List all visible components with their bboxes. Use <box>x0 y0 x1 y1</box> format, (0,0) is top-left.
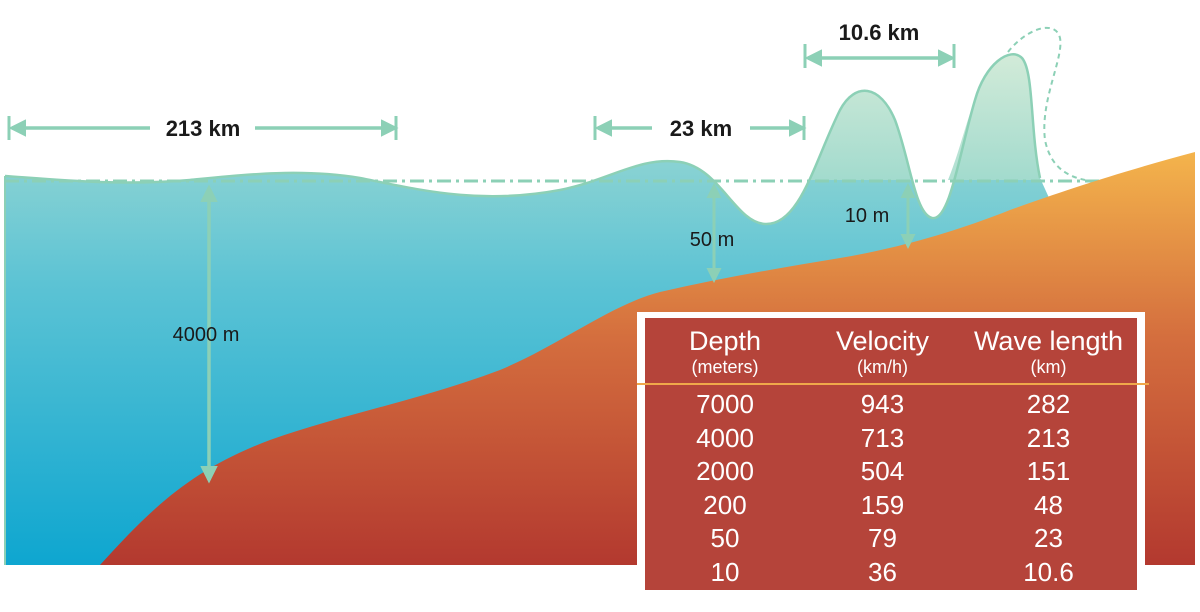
tsunami-data-table: Depth (meters) 7000 4000 2000 200 50 10 … <box>637 312 1149 598</box>
height-10-label: 10 m <box>845 205 889 227</box>
table-cell: 159 <box>860 489 905 520</box>
table-cell: 213 <box>1026 422 1071 453</box>
table-cell: 10.6 <box>1023 556 1074 587</box>
depth-4000-label: 4000 m <box>173 324 240 346</box>
column-velocity: Velocity (km/h) 943 713 504 159 79 36 <box>805 318 960 587</box>
wavelength-10-6-label: 10.6 km <box>839 20 920 45</box>
column-wave-length: Wave length (km) 282 213 151 48 23 10.6 <box>960 318 1137 587</box>
column-header-wave-length: Wave length <box>973 326 1124 356</box>
table-cell: 943 <box>860 389 905 419</box>
table-cell: 4000 <box>696 422 754 453</box>
wavelength-213-label: 213 km <box>166 116 241 141</box>
table-cell: 23 <box>1034 523 1063 553</box>
table-cell: 10 <box>710 556 740 587</box>
header-divider <box>637 383 1149 385</box>
column-unit-velocity: (km/h) <box>857 357 908 377</box>
wavelength-23-label: 23 km <box>670 116 732 141</box>
table-cell: 504 <box>860 456 905 486</box>
table-cell: 36 <box>868 556 897 587</box>
table-cell: 79 <box>868 523 897 553</box>
table-cell: 7000 <box>696 389 754 419</box>
wave-crests <box>810 54 1040 180</box>
height-50-label: 50 m <box>690 229 734 251</box>
table-cell: 2000 <box>696 456 754 486</box>
table-cell: 50 <box>710 523 740 553</box>
wave-outline <box>4 53 1042 226</box>
wavelength-23-label-bg <box>652 112 750 142</box>
column-depth: Depth (meters) 7000 4000 2000 200 50 10 <box>645 318 805 587</box>
table-cell: 282 <box>1026 389 1071 419</box>
table-cell: 713 <box>860 422 905 453</box>
breaking-wave-outline <box>1007 26 1086 181</box>
table-body: Depth (meters) 7000 4000 2000 200 50 10 … <box>637 318 1149 590</box>
column-unit-depth: (meters) <box>691 357 759 377</box>
table-cell: 200 <box>703 489 747 520</box>
table-cell: 151 <box>1026 456 1071 486</box>
column-header-velocity: Velocity <box>835 326 930 356</box>
table-cell: 48 <box>1034 489 1063 520</box>
wavelength-213-label-bg <box>150 112 255 142</box>
column-header-depth: Depth <box>688 326 762 356</box>
column-unit-wave-length: (km) <box>1030 357 1067 377</box>
